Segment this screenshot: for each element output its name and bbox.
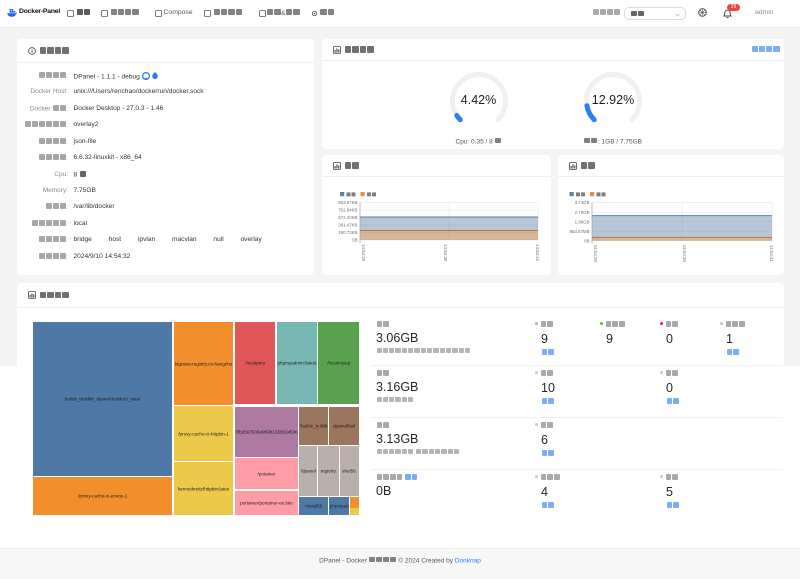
svg-text:0B: 0B bbox=[584, 238, 589, 243]
svg-text:14:54:30: 14:54:30 bbox=[682, 245, 687, 263]
svg-text:14:54:41: 14:54:41 bbox=[769, 245, 774, 263]
svg-text:572.20KB: 572.20KB bbox=[338, 215, 357, 220]
svg-text:1.86GB: 1.86GB bbox=[575, 219, 590, 224]
svg-text:14:54:20: 14:54:20 bbox=[361, 244, 366, 262]
svg-text:953.67MB: 953.67MB bbox=[569, 229, 589, 234]
svg-text:762.94KB: 762.94KB bbox=[338, 208, 357, 213]
svg-text:953.67KB: 953.67KB bbox=[338, 200, 357, 205]
svg-text:14:54:20: 14:54:20 bbox=[593, 245, 598, 263]
svg-text:2.79GB: 2.79GB bbox=[575, 210, 590, 215]
svg-text:381.47KB: 381.47KB bbox=[338, 223, 357, 228]
svg-text:3.73GB: 3.73GB bbox=[575, 200, 590, 205]
svg-text:14:54:30: 14:54:30 bbox=[443, 244, 448, 262]
svg-text:190.73KB: 190.73KB bbox=[338, 230, 357, 235]
svg-text:0B: 0B bbox=[352, 238, 357, 243]
svg-text:14:54:41: 14:54:41 bbox=[535, 244, 540, 262]
